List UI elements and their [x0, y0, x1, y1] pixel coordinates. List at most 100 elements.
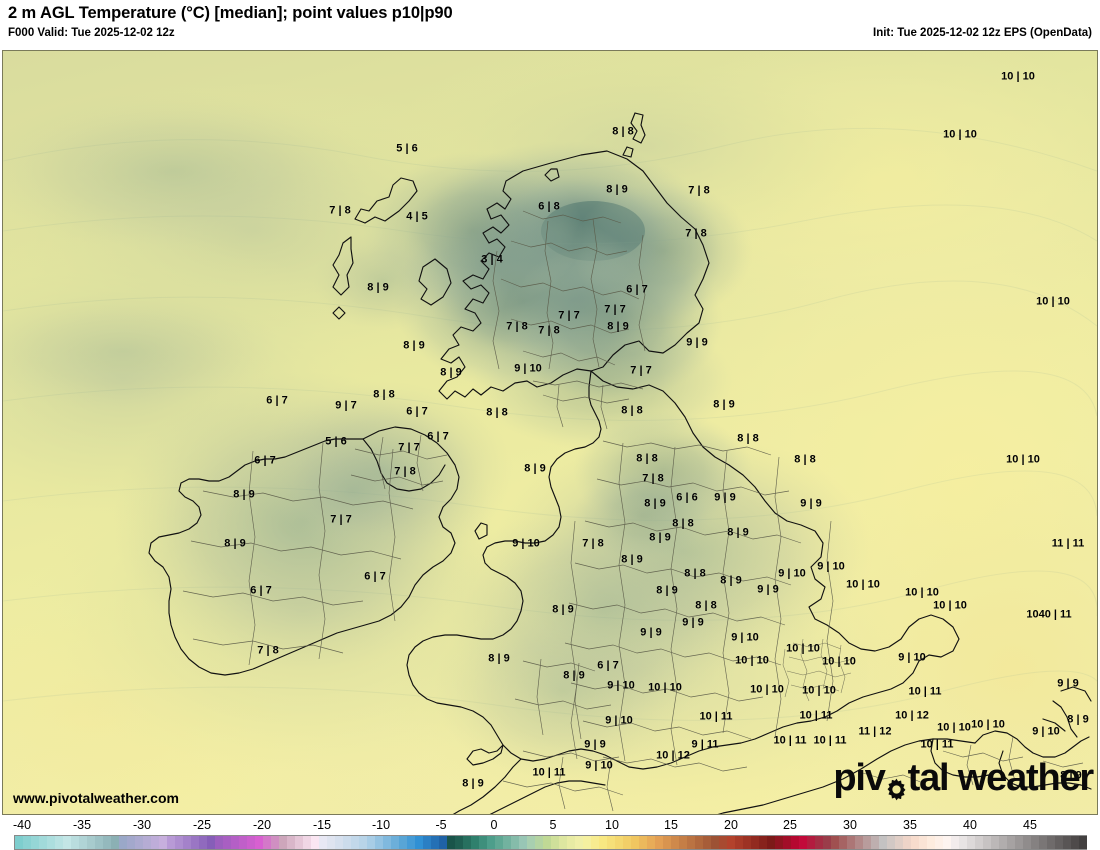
colorbar-swatch — [103, 836, 111, 849]
colorbar-swatch — [199, 836, 207, 849]
colorbar-swatch — [519, 836, 527, 849]
point-value-label: 8 | 9 — [488, 652, 510, 665]
point-value-label: 11 | 11 — [1051, 537, 1085, 550]
point-value-label: 10 | 11 — [920, 738, 954, 751]
point-value-label: 8 | 9 — [713, 398, 735, 411]
map-raster — [3, 51, 1097, 814]
colorbar-swatch — [71, 836, 79, 849]
colorbar-swatch — [159, 836, 167, 849]
colorbar-swatch — [335, 836, 343, 849]
point-value-label: 10 | 11 — [532, 766, 566, 779]
colorbar-swatch — [575, 836, 583, 849]
colorbar-swatch — [991, 836, 999, 849]
colorbar-swatch — [231, 836, 239, 849]
point-value-label: 5 | 6 — [325, 435, 347, 448]
colorbar-gradient-strip[interactable] — [14, 835, 1087, 850]
colorbar-swatch — [311, 836, 319, 849]
point-value-label: 10 | 10 — [750, 683, 784, 696]
logo-text-part1: piv — [833, 757, 886, 799]
colorbar-swatch — [1071, 836, 1079, 849]
colorbar-swatch — [735, 836, 743, 849]
point-value-label: 9 | 9 — [682, 616, 704, 629]
colorbar-swatch — [935, 836, 943, 849]
point-value-label: 8 | 8 — [695, 599, 717, 612]
point-value-label: 6 | 8 — [538, 200, 560, 213]
point-value-label: 8 | 8 — [636, 452, 658, 465]
point-value-label: 8 | 8 — [794, 453, 816, 466]
colorbar-tick: 30 — [843, 818, 857, 832]
point-value-label: 10 | 10 — [943, 128, 977, 141]
colorbar-swatch — [759, 836, 767, 849]
point-value-label: 10 | 11 — [813, 734, 847, 747]
colorbar-swatch — [439, 836, 447, 849]
colorbar[interactable]: -40 -35 -30 -25 -20 -15 -10 -5 0 5 10 15 20 25 30 35 40 4… — [0, 818, 1100, 850]
colorbar-swatch — [359, 836, 367, 849]
colorbar-swatch — [887, 836, 895, 849]
colorbar-swatch — [551, 836, 559, 849]
point-value-label: 10 | 10 — [905, 586, 939, 599]
colorbar-swatch — [1007, 836, 1015, 849]
point-value-label: 10 | 10 — [648, 681, 682, 694]
colorbar-tick: 35 — [903, 818, 917, 832]
colorbar-swatch — [807, 836, 815, 849]
point-value-label: 9 | 10 — [607, 679, 635, 692]
point-value-label: 10 | 12 — [895, 709, 929, 722]
colorbar-swatch — [743, 836, 751, 849]
point-value-label: 10 | 10 — [802, 684, 836, 697]
colorbar-tick: -20 — [252, 818, 272, 832]
point-value-label: 9 | 9 — [757, 583, 779, 596]
point-value-label: 6 | 6 — [676, 491, 698, 504]
colorbar-swatch — [279, 836, 287, 849]
colorbar-swatch — [615, 836, 623, 849]
colorbar-swatch — [23, 836, 31, 849]
colorbar-swatch — [1055, 836, 1063, 849]
logo-text-part2: tal weather — [907, 757, 1095, 799]
colorbar-swatch — [863, 836, 871, 849]
colorbar-swatch — [215, 836, 223, 849]
colorbar-swatch — [351, 836, 359, 849]
colorbar-swatch — [255, 836, 263, 849]
colorbar-swatch — [815, 836, 823, 849]
point-value-label: 10 | 12 — [656, 749, 690, 762]
point-value-label: 8 | 9 — [524, 462, 546, 475]
point-value-label: 7 | 7 — [630, 364, 652, 377]
colorbar-swatch — [471, 836, 479, 849]
colorbar-swatch — [503, 836, 511, 849]
point-value-label: 8 | 9 — [720, 574, 742, 587]
colorbar-swatch — [327, 836, 335, 849]
colorbar-swatch — [839, 836, 847, 849]
point-value-label: 9 | 10 — [731, 631, 759, 644]
colorbar-swatch — [127, 836, 135, 849]
point-value-label: 9 | 10 — [585, 759, 613, 772]
colorbar-swatch — [999, 836, 1007, 849]
point-value-label: 6 | 7 — [266, 394, 288, 407]
colorbar-swatch — [775, 836, 783, 849]
colorbar-swatch — [695, 836, 703, 849]
colorbar-swatch — [751, 836, 759, 849]
colorbar-swatch — [119, 836, 127, 849]
point-value-label: 7 | 8 — [329, 204, 351, 217]
colorbar-swatch — [871, 836, 879, 849]
colorbar-tick: 40 — [963, 818, 977, 832]
colorbar-tick: 20 — [724, 818, 738, 832]
map-viewport[interactable]: 10 | 10 8 | 8 10 | 10 5 | 6 8 | 9 7 | 8 6 | 8 7… — [2, 50, 1098, 815]
colorbar-swatch — [415, 836, 423, 849]
colorbar-tick: -35 — [72, 818, 92, 832]
colorbar-swatch — [583, 836, 591, 849]
colorbar-swatch — [15, 836, 23, 849]
point-value-label: 7 | 7 — [558, 309, 580, 322]
point-value-label: 8 | 9 — [606, 183, 628, 196]
colorbar-swatch — [943, 836, 951, 849]
point-value-label: 9 | 9 — [584, 738, 606, 751]
colorbar-swatch — [783, 836, 791, 849]
colorbar-swatch — [559, 836, 567, 849]
colorbar-swatch — [1063, 836, 1071, 849]
point-value-label: 5 | 6 — [396, 142, 418, 155]
colorbar-swatch — [191, 836, 199, 849]
point-value-label: 1040 | 11 — [1026, 608, 1072, 621]
colorbar-tick: 0 — [490, 818, 498, 832]
colorbar-swatch — [143, 836, 151, 849]
colorbar-swatch — [111, 836, 119, 849]
point-value-label: 7 | 8 — [642, 472, 664, 485]
